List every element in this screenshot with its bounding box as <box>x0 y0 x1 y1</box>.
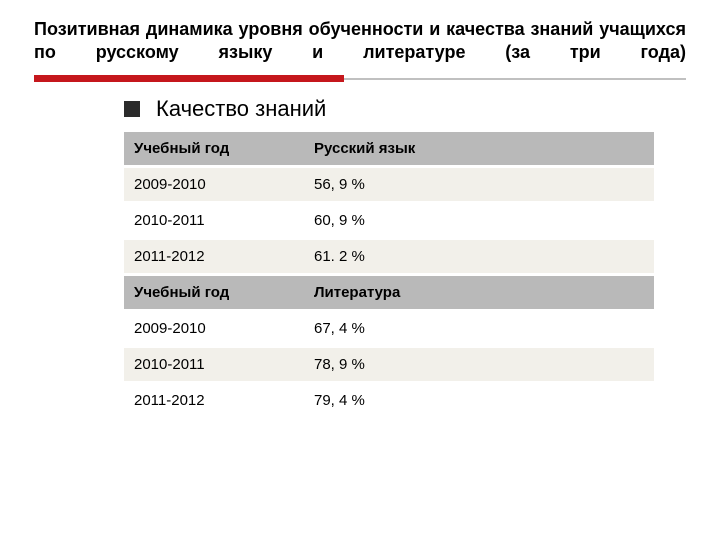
square-bullet-icon <box>124 101 140 117</box>
table-header-row: Учебный годРусский язык <box>124 132 654 167</box>
cell-value: 67, 4 % <box>304 311 654 347</box>
divider <box>34 75 686 82</box>
cell-year: 2011-2012 <box>124 383 304 419</box>
cell-year: 2009-2010 <box>124 167 304 203</box>
cell-value: 61. 2 % <box>304 239 654 275</box>
col-header-year: Учебный год <box>124 132 304 167</box>
table-row: 2009-201056, 9 % <box>124 167 654 203</box>
col-header-subject: Русский язык <box>304 132 654 167</box>
cell-value: 79, 4 % <box>304 383 654 419</box>
table-row: 2010-201178, 9 % <box>124 347 654 383</box>
table-row: 2009-201067, 4 % <box>124 311 654 347</box>
table-row: 2011-201279, 4 % <box>124 383 654 419</box>
slide-title: Позитивная динамика уровня обученности и… <box>34 18 686 63</box>
cell-year: 2010-2011 <box>124 347 304 383</box>
bullet-label: Качество знаний <box>156 96 326 122</box>
cell-year: 2010-2011 <box>124 203 304 239</box>
cell-value: 78, 9 % <box>304 347 654 383</box>
cell-value: 56, 9 % <box>304 167 654 203</box>
table-row: 2010-201160, 9 % <box>124 203 654 239</box>
divider-red <box>34 75 344 82</box>
cell-year: 2009-2010 <box>124 311 304 347</box>
cell-year: 2011-2012 <box>124 239 304 275</box>
quality-table: Учебный годРусский язык2009-201056, 9 %2… <box>124 132 654 420</box>
table-row: 2011-201261. 2 % <box>124 239 654 275</box>
table-body: Учебный годРусский язык2009-201056, 9 %2… <box>124 132 654 419</box>
col-header-subject: Литература <box>304 275 654 311</box>
table-header-row: Учебный годЛитература <box>124 275 654 311</box>
content-area: Качество знаний Учебный годРусский язык2… <box>34 96 686 420</box>
cell-value: 60, 9 % <box>304 203 654 239</box>
bullet-item: Качество знаний <box>124 96 686 122</box>
col-header-year: Учебный год <box>124 275 304 311</box>
